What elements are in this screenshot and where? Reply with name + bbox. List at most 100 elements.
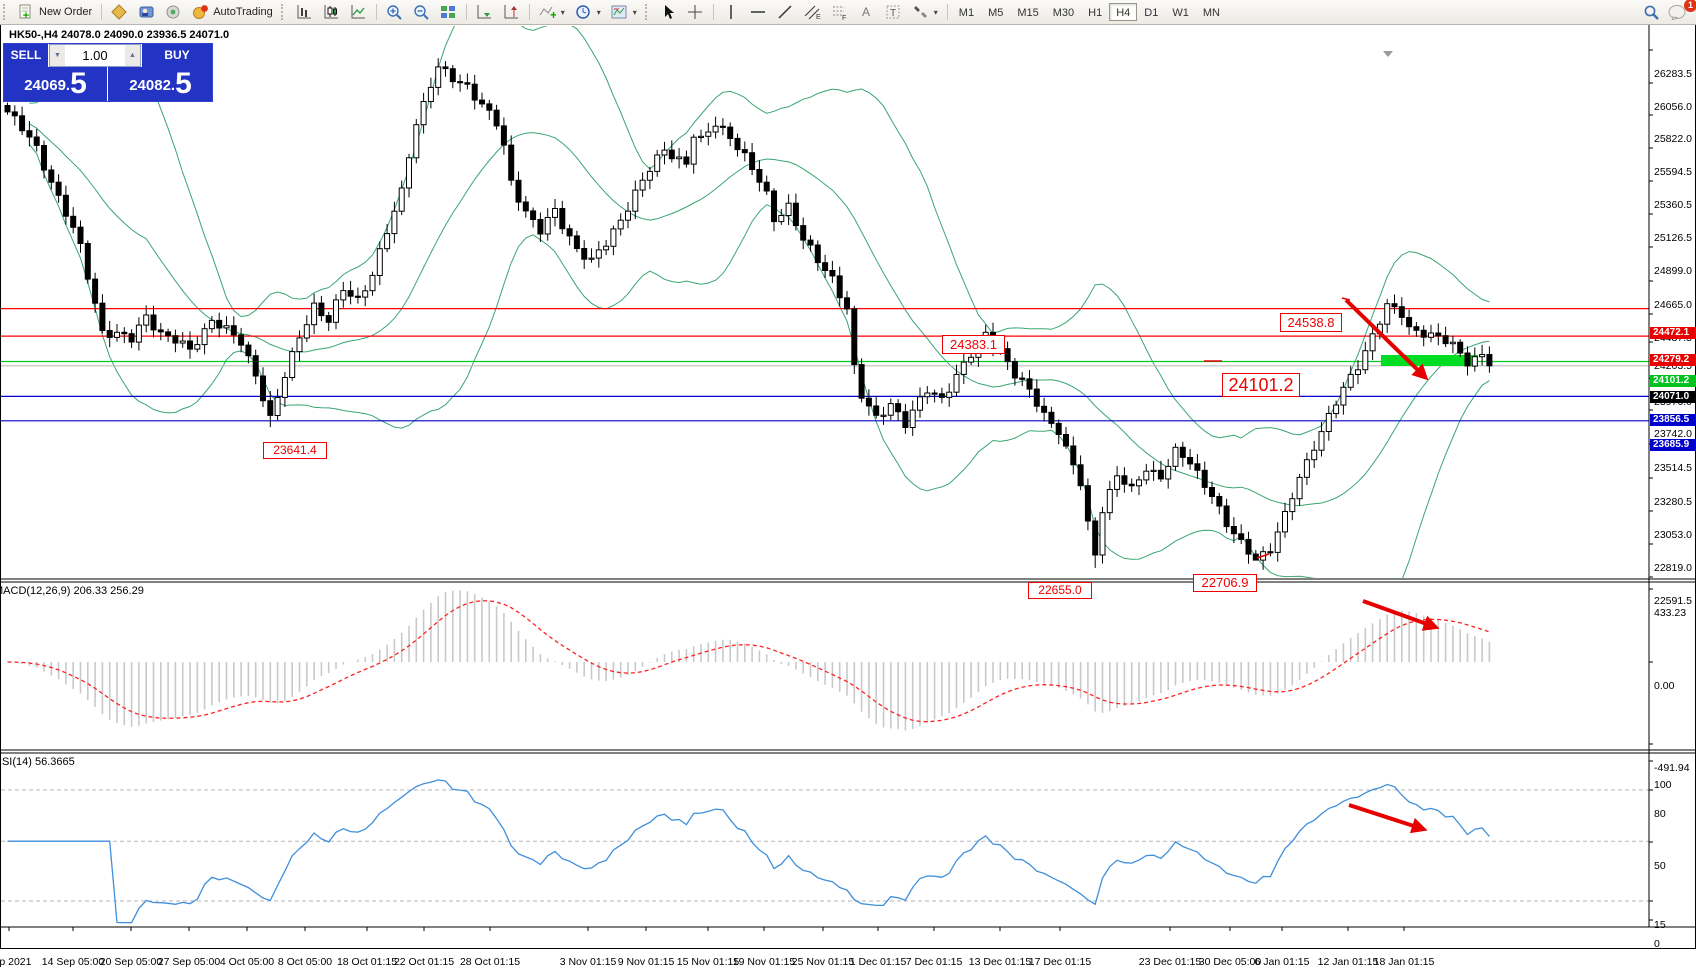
indicator-axis-tick: 0 [1654,938,1660,950]
price-tick: 25360.5 [1654,199,1692,211]
periods-button[interactable]: ▾ [570,3,606,21]
metaeditor-icon [111,4,128,20]
new-order-label: New Order [39,6,93,18]
auto-scroll-button[interactable] [471,3,498,21]
svg-text:+: + [23,10,29,20]
svg-text:+: + [550,8,556,20]
zoom-out-button[interactable] [408,3,435,21]
price-tick: 23514.5 [1654,462,1692,474]
price-tick: 23053.0 [1654,529,1692,541]
crosshair-icon [687,4,704,20]
expert-advisors-button[interactable] [133,3,160,21]
cursor-tool-button[interactable] [655,3,682,21]
timeframe-d1[interactable]: D1 [1144,7,1159,19]
tile-windows-button[interactable] [435,3,462,21]
price-tick: 22591.5 [1654,595,1692,607]
timeframe-m15[interactable]: M15 [1017,7,1039,19]
buy-price[interactable]: 24082. 5 [109,67,212,101]
timeframe-h4[interactable]: H4 [1109,3,1138,21]
volume-decrease-button[interactable]: ▼ [50,45,65,66]
autotrading-icon [192,4,209,20]
time-tick: 12 Jan 01:15 [1317,956,1379,968]
price-tick: 24665.0 [1654,299,1692,311]
timeframe-w1[interactable]: W1 [1172,7,1189,19]
fibonacci-tool[interactable]: F [826,3,853,22]
arrows-tool[interactable]: ▾ [907,3,943,21]
clock-icon [575,4,592,20]
time-tick: 13 Dec 01:15 [968,956,1032,968]
trendline-tool[interactable] [772,3,799,21]
text-icon: A [858,4,875,20]
volume-value[interactable]: 1.00 [82,48,108,63]
bar-chart-button[interactable] [291,3,318,21]
volume-increase-button[interactable]: ▲ [125,45,140,66]
price-annotation[interactable]: 23641.4 [263,442,327,459]
speaker-icon [165,4,182,20]
timeframe-h1[interactable]: H1 [1088,7,1103,19]
candlestick-chart-button[interactable] [318,3,345,21]
timeframe-m1[interactable]: M1 [958,7,975,19]
horizontal-line-icon [750,4,767,20]
new-order-button[interactable]: + New Order [13,3,97,22]
indicator-axis-tick: 80 [1654,808,1666,820]
price-badge: 24472.1 [1650,326,1696,339]
zoom-in-icon [386,4,403,20]
timeframe-m30[interactable]: M30 [1052,7,1075,19]
metaeditor-button[interactable] [106,3,133,21]
indicator-axis-tick: 50 [1654,860,1666,872]
svg-text:F: F [842,15,846,20]
time-tick: 25 Nov 01:15 [791,956,855,968]
buy-button[interactable]: BUY [141,44,212,67]
tile-windows-icon [440,4,457,20]
buy-price-pip: 5 [175,67,192,100]
search-icon[interactable] [1643,4,1660,20]
crosshair-tool-button[interactable] [682,3,709,21]
price-annotation[interactable]: 22655.0 [1028,582,1092,599]
svg-text:T: T [890,8,896,19]
chart-shift-icon [503,4,520,20]
arrows-icon [912,4,929,20]
chart-window[interactable]: HK50-,H4 24078.0 24090.0 23936.5 24071.0… [0,24,1696,968]
text-label-tool[interactable]: T [880,3,907,21]
market-watch-button[interactable] [160,3,187,21]
horizontal-line-tool[interactable] [745,3,772,21]
vertical-line-tool[interactable] [718,3,745,21]
timeframe-m5[interactable]: M5 [988,7,1004,19]
community-chat-icon[interactable]: 1 [1668,0,1696,22]
price-badge: 24071.0 [1650,390,1696,403]
time-tick: 17 Dec 01:15 [1028,956,1092,968]
chart-shift-button[interactable] [498,3,525,21]
zoom-in-button[interactable] [381,3,408,21]
sell-price[interactable]: 24069. 5 [4,67,108,101]
trendline-icon [777,4,794,20]
text-tool[interactable]: A [853,3,880,21]
auto-scroll-icon [476,4,493,20]
price-tick: 23742.0 [1654,428,1692,440]
chevron-down-icon: ▾ [560,7,565,17]
price-annotation[interactable]: 24383.1 [942,335,1005,354]
price-tick: 25822.0 [1654,133,1692,145]
timeframe-mn[interactable]: MN [1202,7,1220,19]
time-tick: 6 Jan 01:15 [1254,956,1310,968]
price-annotation[interactable]: 24538.8 [1280,313,1342,332]
time-tick: 20 Sep 05:00 [99,956,163,968]
price-tick: 23280.5 [1654,496,1692,508]
templates-button[interactable]: ▾ [606,3,642,21]
sell-button[interactable]: SELL [4,44,49,67]
autotrading-button[interactable]: AutoTrading [187,3,278,21]
price-tick: 25126.5 [1654,232,1692,244]
line-chart-button[interactable] [345,3,372,21]
price-tick: 22819.0 [1654,562,1692,574]
indicator-axis-tick: 100 [1654,779,1672,791]
chart-shift-marker-icon[interactable] [1383,51,1393,57]
indicators-button[interactable]: + ▾ [534,3,570,22]
timeframe-group: M1 M5 M15 M30 H1 H4 D1 W1 MN [952,3,1227,21]
price-tick: 26056.0 [1654,101,1692,113]
price-annotation[interactable]: 22706.9 [1193,574,1257,592]
autotrading-label: AutoTrading [213,6,273,18]
channel-tool[interactable]: E [799,3,826,21]
svg-text:E: E [816,14,821,20]
svg-text:A: A [862,5,870,19]
price-annotation[interactable]: 24101.2 [1222,373,1300,397]
one-click-trading-panel: SELL ▼ 1.00 ▲ BUY 24069. 5 24082. 5 [3,43,213,102]
